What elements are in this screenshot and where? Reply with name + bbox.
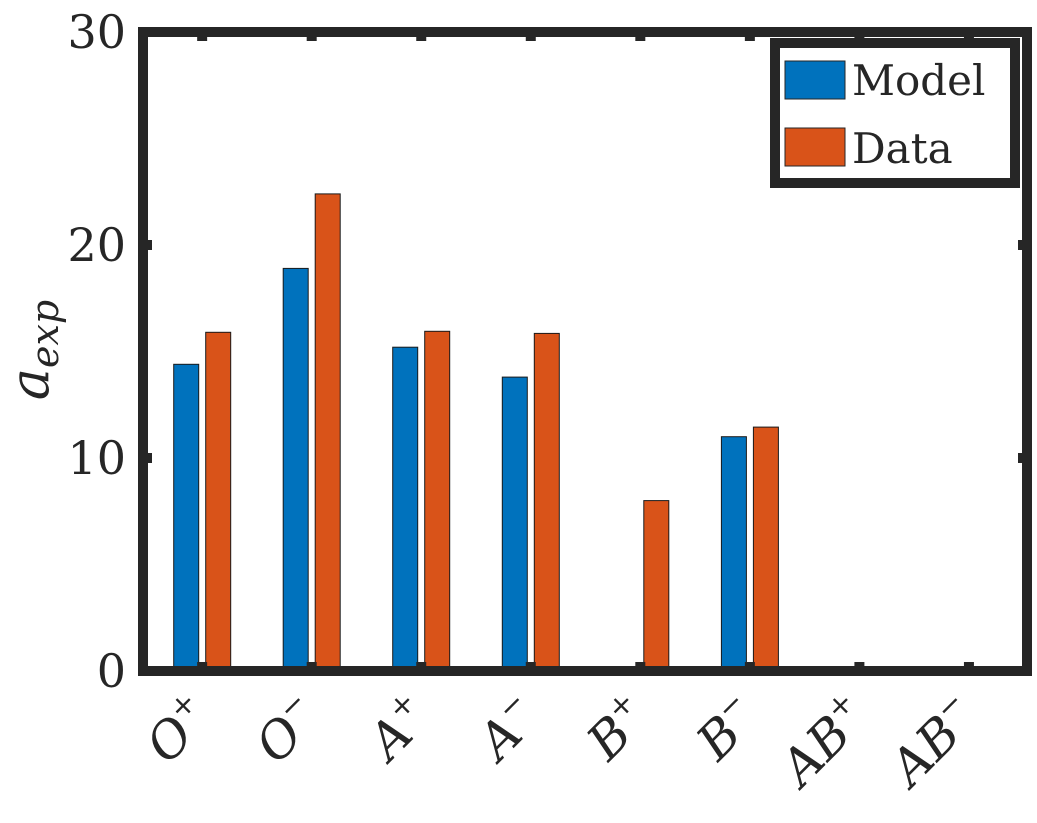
bar-model-1: [282, 267, 309, 672]
legend: Model Data: [770, 38, 1020, 188]
axes-box: [138, 27, 1032, 676]
legend-swatch-model: [784, 60, 846, 100]
bar-model-5: [720, 436, 747, 672]
y-tick-label-0: 0: [97, 644, 126, 698]
y-axis-label: aexp: [0, 300, 67, 400]
x-tick-label-0: O+: [133, 684, 223, 774]
x-tick-label-6: AB+: [765, 684, 880, 799]
bars-group: [173, 193, 779, 672]
bar-data-2: [424, 330, 451, 672]
bar-data-1: [314, 193, 341, 672]
bar-model-2: [392, 346, 419, 672]
bar-model-0: [173, 363, 200, 672]
x-tick-label-5: B−: [683, 684, 771, 772]
y-axis-label-main: a: [0, 368, 61, 400]
x-tick-label-3: A−: [462, 684, 551, 773]
x-tick-label-1: O−: [242, 684, 332, 774]
bar-data-4: [643, 500, 670, 672]
x-tick-label-7: AB−: [874, 684, 989, 799]
y-tick-label-3: 30: [67, 5, 126, 59]
y-tick-label-2: 20: [67, 218, 126, 272]
y-tick-label-1: 10: [67, 431, 126, 485]
y-tick-labels: 0 10 20 30: [67, 5, 126, 698]
bar-data-5: [752, 426, 779, 672]
x-tick-label-2: A+: [352, 684, 441, 773]
x-tick-label-4: B+: [573, 684, 661, 772]
legend-label-data: Data: [852, 124, 953, 173]
bar-data-3: [533, 332, 560, 672]
y-axis-label-sub: exp: [23, 300, 67, 368]
bar-data-0: [205, 331, 232, 672]
legend-label-model: Model: [852, 56, 985, 105]
bar-model-3: [501, 376, 528, 672]
x-tick-labels: O+ O− A+ A− B+ B− AB+ AB−: [133, 684, 989, 799]
legend-swatch-data: [784, 127, 846, 167]
